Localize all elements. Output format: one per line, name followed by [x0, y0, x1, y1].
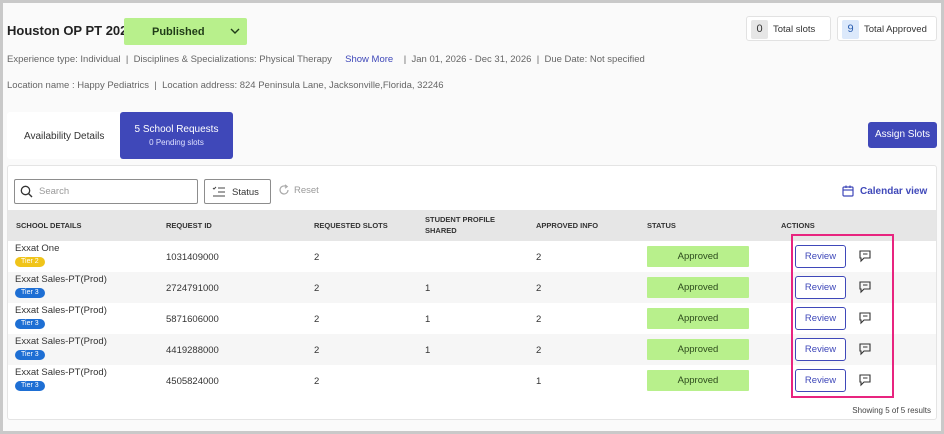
request-id: 5871606000 — [166, 314, 219, 325]
requested-slots: 2 — [314, 376, 320, 387]
col-request-id: REQUEST ID — [166, 221, 212, 230]
request-id: 4505824000 — [166, 376, 219, 387]
chat-icon[interactable] — [858, 373, 872, 387]
col-requested-slots: REQUESTED SLOTS — [314, 221, 388, 230]
status-badge: Approved — [647, 277, 749, 298]
page-title: Houston OP PT 2026 — [7, 23, 135, 38]
requested-slots: 2 — [314, 345, 320, 356]
status-filter-label: Status — [232, 187, 259, 198]
total-slots-label: Total slots — [773, 24, 816, 35]
actions-highlight-box — [791, 234, 894, 398]
col-student-profile-line1: STUDENT PROFILE — [425, 215, 496, 224]
search-box — [14, 179, 198, 204]
requests-panel: Status Reset Calendar view SCHOOL DETAIL… — [7, 165, 937, 420]
total-slots-counter: 0 Total slots — [746, 16, 831, 41]
request-id: 1031409000 — [166, 252, 219, 263]
requested-slots: 2 — [314, 314, 320, 325]
view-tabs: Availability Details 5 School Requests 0… — [7, 112, 233, 159]
tab-label: 5 School Requests — [134, 124, 219, 135]
col-student-profile: STUDENT PROFILE SHARED — [425, 214, 495, 236]
tab-availability-details[interactable]: Availability Details — [7, 112, 120, 159]
approved-info: 2 — [536, 283, 542, 294]
results-count: Showing 5 of 5 results — [852, 406, 931, 415]
tier-badge: Tier 3 — [15, 319, 45, 329]
col-school-details: SCHOOL DETAILS — [16, 221, 82, 230]
location-address: Location address: 824 Peninsula Lane, Ja… — [162, 80, 444, 91]
app-frame: Houston OP PT 2026 Published 0 Total slo… — [3, 3, 941, 431]
requested-slots: 2 — [314, 283, 320, 294]
col-status: STATUS — [647, 221, 676, 230]
status-badge: Approved — [647, 246, 749, 267]
approved-info: 1 — [536, 376, 542, 387]
tier-badge: Tier 3 — [15, 350, 45, 360]
status-badge: Approved — [647, 308, 749, 329]
status-badge: Approved — [647, 370, 749, 391]
profile-shared: 1 — [425, 345, 431, 356]
meta-line-2: Location name : Happy Pediatrics | Locat… — [7, 80, 444, 91]
show-more-link[interactable]: Show More — [345, 54, 394, 65]
col-approved-info: APPROVED INFO — [536, 221, 599, 230]
location-name: Location name : Happy Pediatrics — [7, 80, 150, 91]
request-id: 4419288000 — [166, 345, 219, 356]
tier-badge: Tier 3 — [15, 381, 45, 391]
due-date: Due Date: Not specified — [544, 54, 645, 65]
experience-type: Experience type: Individual — [7, 54, 121, 65]
calendar-view-label: Calendar view — [860, 186, 928, 197]
reset-label: Reset — [294, 185, 319, 196]
tier-badge: Tier 2 — [15, 257, 45, 267]
table-row: Exxat Sales-PT(Prod) Tier 3 5871606000 2… — [8, 303, 936, 334]
chevron-down-icon — [230, 28, 240, 34]
review-button[interactable]: Review — [795, 338, 846, 361]
school-name: Exxat Sales-PT(Prod) — [15, 274, 107, 285]
search-input[interactable] — [39, 184, 189, 199]
chat-icon[interactable] — [858, 342, 872, 356]
assign-slots-button[interactable]: Assign Slots — [868, 122, 937, 148]
tab-sublabel: 0 Pending slots — [149, 138, 204, 147]
tab-school-requests[interactable]: 5 School Requests 0 Pending slots — [120, 112, 233, 159]
school-name: Exxat Sales-PT(Prod) — [15, 305, 107, 316]
review-button[interactable]: Review — [795, 307, 846, 330]
reset-icon — [279, 184, 289, 195]
calendar-icon — [842, 185, 854, 197]
table-row: Exxat One Tier 2 1031409000 2 2 Approved… — [8, 241, 936, 272]
school-name: Exxat Sales-PT(Prod) — [15, 336, 107, 347]
approved-info: 2 — [536, 345, 542, 356]
school-name: Exxat One — [15, 243, 60, 254]
approved-info: 2 — [536, 252, 542, 263]
chat-icon[interactable] — [858, 249, 872, 263]
disciplines: Disciplines & Specializations: Physical … — [133, 54, 332, 65]
school-name: Exxat Sales-PT(Prod) — [15, 367, 107, 378]
publish-status-value: Published — [152, 26, 205, 38]
total-slots-count: 0 — [751, 20, 768, 39]
meta-line-1: Experience type: Individual | Discipline… — [7, 54, 645, 65]
review-button[interactable]: Review — [795, 245, 846, 268]
col-student-profile-line2: SHARED — [425, 226, 457, 235]
table-row: Exxat Sales-PT(Prod) Tier 3 2724791000 2… — [8, 272, 936, 303]
total-approved-count: 9 — [842, 20, 859, 39]
chat-icon[interactable] — [858, 311, 872, 325]
review-button[interactable]: Review — [795, 276, 846, 299]
table-row: Exxat Sales-PT(Prod) Tier 3 4419288000 2… — [8, 334, 936, 365]
request-id: 2724791000 — [166, 283, 219, 294]
profile-shared: 1 — [425, 283, 431, 294]
filter-list-icon — [212, 186, 225, 197]
total-approved-counter: 9 Total Approved — [837, 16, 937, 41]
requested-slots: 2 — [314, 252, 320, 263]
table-header: SCHOOL DETAILS REQUEST ID REQUESTED SLOT… — [8, 210, 936, 241]
table-row: Exxat Sales-PT(Prod) Tier 3 4505824000 2… — [8, 365, 936, 396]
total-approved-label: Total Approved — [864, 24, 927, 35]
col-actions: ACTIONS — [781, 221, 815, 230]
status-badge: Approved — [647, 339, 749, 360]
publish-status-dropdown[interactable]: Published — [124, 18, 247, 45]
chat-icon[interactable] — [858, 280, 872, 294]
tier-badge: Tier 3 — [15, 288, 45, 298]
date-range: Jan 01, 2026 - Dec 31, 2026 — [411, 54, 532, 65]
search-icon — [20, 185, 33, 198]
status-filter-button[interactable]: Status — [204, 179, 271, 204]
review-button[interactable]: Review — [795, 369, 846, 392]
profile-shared: 1 — [425, 314, 431, 325]
approved-info: 2 — [536, 314, 542, 325]
tab-label: Availability Details — [24, 131, 105, 142]
